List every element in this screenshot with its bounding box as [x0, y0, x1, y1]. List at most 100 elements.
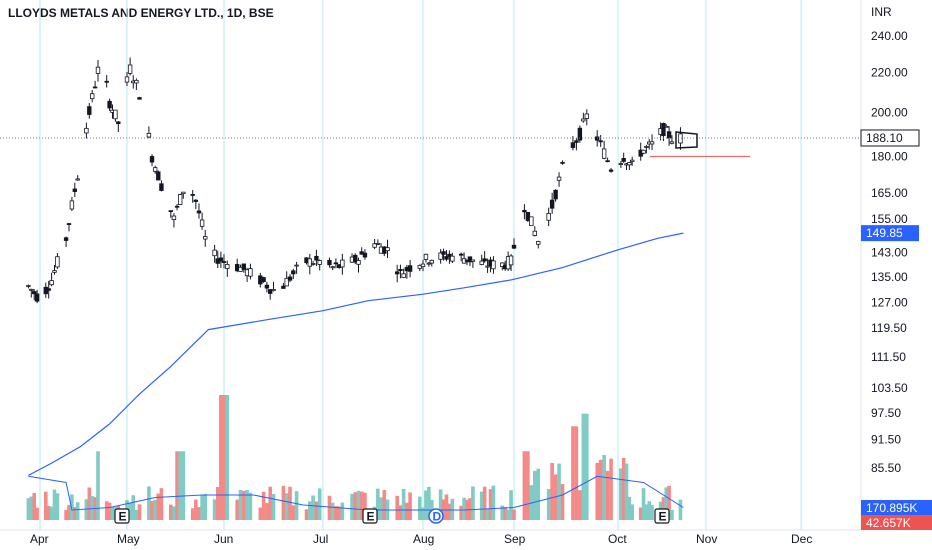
volume-bar	[175, 451, 179, 520]
volume-bar	[153, 499, 157, 520]
volume-bar	[181, 451, 186, 520]
candle	[508, 255, 514, 266]
candle	[104, 80, 109, 83]
volume-bar	[557, 463, 561, 520]
candle	[584, 113, 589, 119]
candle	[340, 259, 345, 268]
volume-bar	[35, 507, 39, 520]
candle	[107, 100, 112, 109]
event-marker-label: E	[659, 510, 667, 524]
candle	[46, 288, 51, 291]
candle	[605, 160, 610, 163]
volume-bar	[526, 451, 530, 520]
volume-bar	[395, 495, 399, 520]
last-price-tag	[860, 129, 920, 147]
volume-bar	[581, 413, 586, 520]
candle	[618, 163, 624, 165]
volume-bar	[159, 488, 164, 520]
volume-bar	[468, 498, 472, 520]
candle	[63, 237, 69, 241]
candle	[271, 288, 276, 292]
candle	[29, 288, 34, 291]
volume-bar	[363, 492, 367, 520]
volume-bar	[595, 462, 599, 520]
candle	[560, 161, 565, 164]
volume-bar	[87, 487, 92, 520]
volume-bar	[609, 458, 613, 520]
volume-bar	[382, 490, 387, 520]
candle	[116, 121, 121, 125]
candle	[385, 247, 390, 252]
volume-bar	[641, 488, 646, 520]
volume-bar	[356, 490, 361, 520]
volume-bar	[225, 395, 230, 520]
candle	[621, 158, 626, 162]
month-label-may: May	[117, 532, 140, 546]
volume-bar	[667, 485, 671, 520]
volume-bar	[150, 501, 154, 520]
candle	[225, 264, 230, 269]
dividend-marker	[428, 508, 444, 524]
candle	[284, 277, 289, 287]
price-tick-label: 85.50	[871, 461, 901, 475]
candle	[307, 258, 312, 267]
candle	[485, 265, 490, 268]
volume-bar	[137, 504, 142, 520]
volume-bar	[304, 509, 309, 520]
candle	[627, 162, 632, 166]
volume-ma-tag	[861, 500, 932, 515]
candle	[556, 176, 562, 181]
candle	[598, 140, 603, 143]
volume-bar	[314, 501, 319, 520]
candle	[330, 266, 335, 269]
candle	[666, 131, 672, 139]
candle	[333, 262, 339, 265]
volume-bar	[638, 507, 643, 520]
volume-bar	[522, 451, 527, 520]
candle	[595, 136, 600, 141]
price-tick-label: 119.50	[871, 321, 907, 335]
volume-bar	[26, 498, 31, 520]
candle	[356, 260, 361, 265]
candle	[426, 262, 432, 265]
candle	[52, 270, 57, 273]
candle	[441, 251, 446, 255]
candle	[529, 216, 534, 227]
volume-bar	[75, 502, 80, 520]
candle	[75, 178, 80, 181]
price-tick-label: 97.50	[871, 406, 901, 420]
candle	[438, 252, 443, 260]
volume-bar	[644, 504, 649, 520]
volume-bar	[630, 504, 634, 520]
candle	[423, 253, 429, 260]
ma-price-label: 149.85	[866, 226, 903, 240]
volume-bar	[90, 496, 94, 520]
volume-bar	[258, 507, 263, 520]
candle	[644, 146, 649, 148]
volume-bar	[242, 490, 246, 520]
candle	[190, 194, 195, 196]
volume-ma-line	[28, 475, 684, 511]
volume-bar	[147, 486, 151, 520]
volume-bar	[308, 501, 312, 520]
candle	[72, 188, 77, 192]
volume-bar	[219, 395, 223, 520]
volume-bar	[585, 413, 589, 520]
volume-bar	[500, 505, 505, 520]
volume-bar	[67, 504, 71, 520]
candle	[287, 276, 293, 281]
volume-bar	[678, 499, 683, 520]
volume-bar	[49, 506, 54, 520]
month-label-oct: Oct	[608, 532, 627, 546]
candle	[353, 254, 358, 263]
volume-bar	[546, 489, 551, 520]
volume-bar	[491, 485, 496, 520]
volume-bar	[203, 493, 208, 520]
candle	[429, 259, 435, 264]
volume-bar	[32, 493, 36, 520]
volume-bar	[29, 496, 34, 520]
volume-bar	[96, 451, 100, 520]
volume-bar	[376, 488, 380, 520]
volume-bar	[104, 501, 109, 520]
